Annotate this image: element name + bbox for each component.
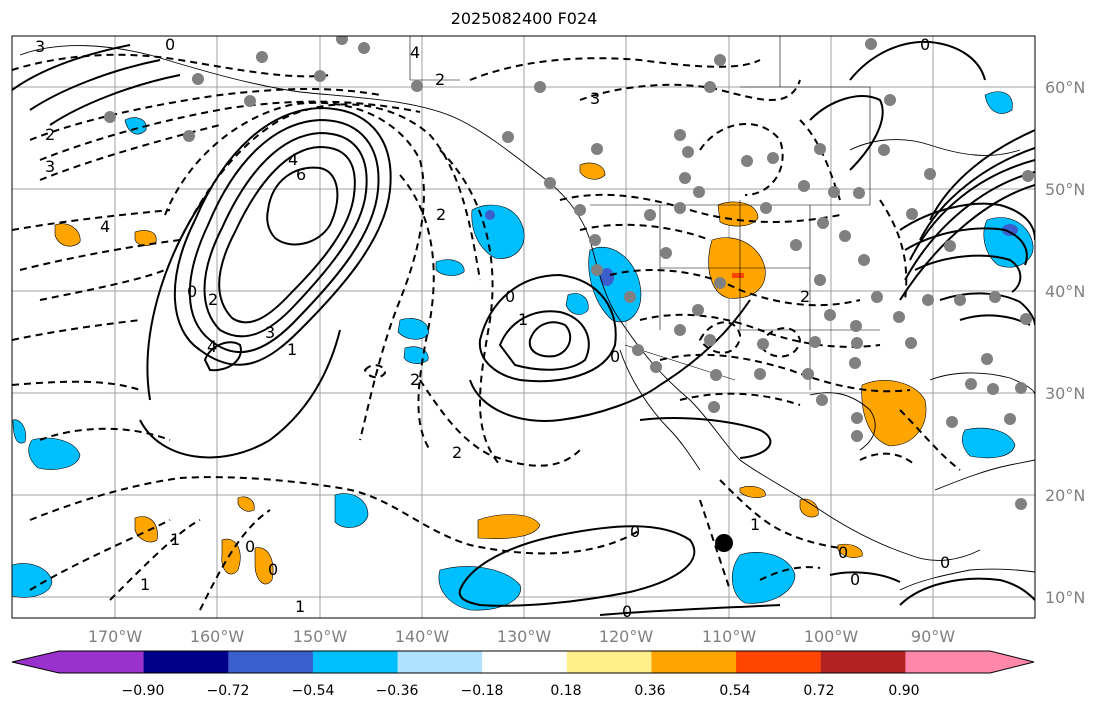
svg-text:2: 2 [436, 205, 446, 224]
svg-text:3: 3 [45, 157, 55, 176]
svg-text:0: 0 [920, 35, 930, 54]
svg-text:3: 3 [265, 323, 275, 342]
colorbar-cell [312, 651, 399, 673]
colorbar-tick: 0.54 [719, 683, 751, 699]
svg-text:3: 3 [35, 37, 45, 56]
colorbar-cell [482, 651, 568, 673]
svg-text:0: 0 [505, 287, 515, 306]
colorbar-extend-high [990, 651, 1034, 673]
orange-shading [54, 162, 927, 585]
colorbar-extend-low [12, 651, 59, 673]
map-frame [11, 35, 1036, 619]
svg-text:3: 3 [590, 89, 600, 108]
svg-text:0: 0 [268, 560, 278, 579]
map-title: 2025082400 F024 [450, 9, 598, 28]
svg-text:0: 0 [610, 347, 620, 366]
svg-text:1: 1 [287, 340, 297, 359]
svg-text:0: 0 [165, 35, 175, 54]
marker-dot [715, 534, 733, 552]
colorbar-cell [143, 651, 229, 673]
lon-label-130: 130°W [496, 627, 552, 646]
svg-text:1: 1 [140, 575, 150, 594]
colorbar [11, 650, 1035, 674]
colorbar-cell [228, 651, 314, 673]
colorbar-tick: −0.54 [291, 683, 335, 699]
lon-label-140: 140°W [394, 627, 450, 646]
colorbar-tick: 0.18 [550, 683, 582, 699]
svg-text:6: 6 [296, 165, 306, 184]
svg-text:0: 0 [630, 522, 640, 541]
svg-text:4: 4 [410, 43, 420, 62]
lat-label-20: 20°N [1045, 486, 1086, 505]
svg-text:0: 0 [622, 602, 632, 621]
lon-label-150: 150°W [292, 627, 348, 646]
lon-label-160: 160°W [189, 627, 245, 646]
svg-text:2: 2 [208, 290, 218, 309]
dashed-contours [12, 53, 961, 611]
svg-text:2: 2 [410, 370, 420, 389]
colorbar-cell [905, 651, 991, 673]
red-shading [732, 273, 744, 278]
svg-text:0: 0 [940, 553, 950, 572]
lon-label-120: 120°W [598, 627, 654, 646]
colorbar-tick: 0.72 [803, 683, 835, 699]
svg-text:4: 4 [207, 337, 217, 356]
svg-text:1: 1 [170, 530, 180, 549]
lon-label-100: 100°W [803, 627, 859, 646]
svg-text:0: 0 [187, 282, 197, 301]
colorbar-cell [651, 651, 737, 673]
colorbar-tick: −0.90 [121, 683, 165, 699]
blue-shading [12, 91, 1034, 611]
lat-label-30: 30°N [1045, 384, 1086, 403]
svg-text:2: 2 [45, 125, 55, 144]
svg-text:1: 1 [295, 597, 305, 616]
colorbar-cell [397, 651, 483, 673]
lon-label-110: 110°W [701, 627, 757, 646]
lon-label-170: 170°W [87, 627, 143, 646]
svg-text:0: 0 [850, 570, 860, 589]
borders [409, 36, 880, 390]
lat-label-50: 50°N [1045, 180, 1086, 199]
svg-text:0: 0 [245, 537, 255, 556]
lat-label-10: 10°N [1045, 588, 1086, 607]
colorbar-cell [736, 651, 822, 673]
darkblue-shading [485, 210, 1018, 286]
solid-contours [12, 40, 1035, 616]
colorbar-tick: −0.36 [375, 683, 419, 699]
station-dots [104, 36, 1034, 510]
svg-text:2: 2 [800, 287, 810, 306]
lat-label-40: 40°N [1045, 282, 1086, 301]
svg-text:4: 4 [100, 217, 110, 236]
colorbar-outline [11, 650, 1035, 674]
svg-text:2: 2 [452, 443, 462, 462]
colorbar-cell [59, 651, 145, 673]
svg-text:4: 4 [288, 150, 298, 169]
colorbar-cell [566, 651, 652, 673]
svg-text:1: 1 [518, 310, 528, 329]
svg-text:1: 1 [750, 515, 760, 534]
coastlines [19, 45, 1035, 591]
colorbar-tick: −0.18 [460, 683, 504, 699]
svg-text:2: 2 [435, 70, 445, 89]
lon-label-90: 90°W [910, 627, 956, 646]
lat-label-60: 60°N [1045, 78, 1086, 97]
colorbar-cell [820, 651, 906, 673]
colorbar-tick: 0.36 [634, 683, 666, 699]
svg-text:0: 0 [838, 543, 848, 562]
colorbar-tick: 0.90 [888, 683, 920, 699]
colorbar-tick: −0.72 [206, 683, 250, 699]
